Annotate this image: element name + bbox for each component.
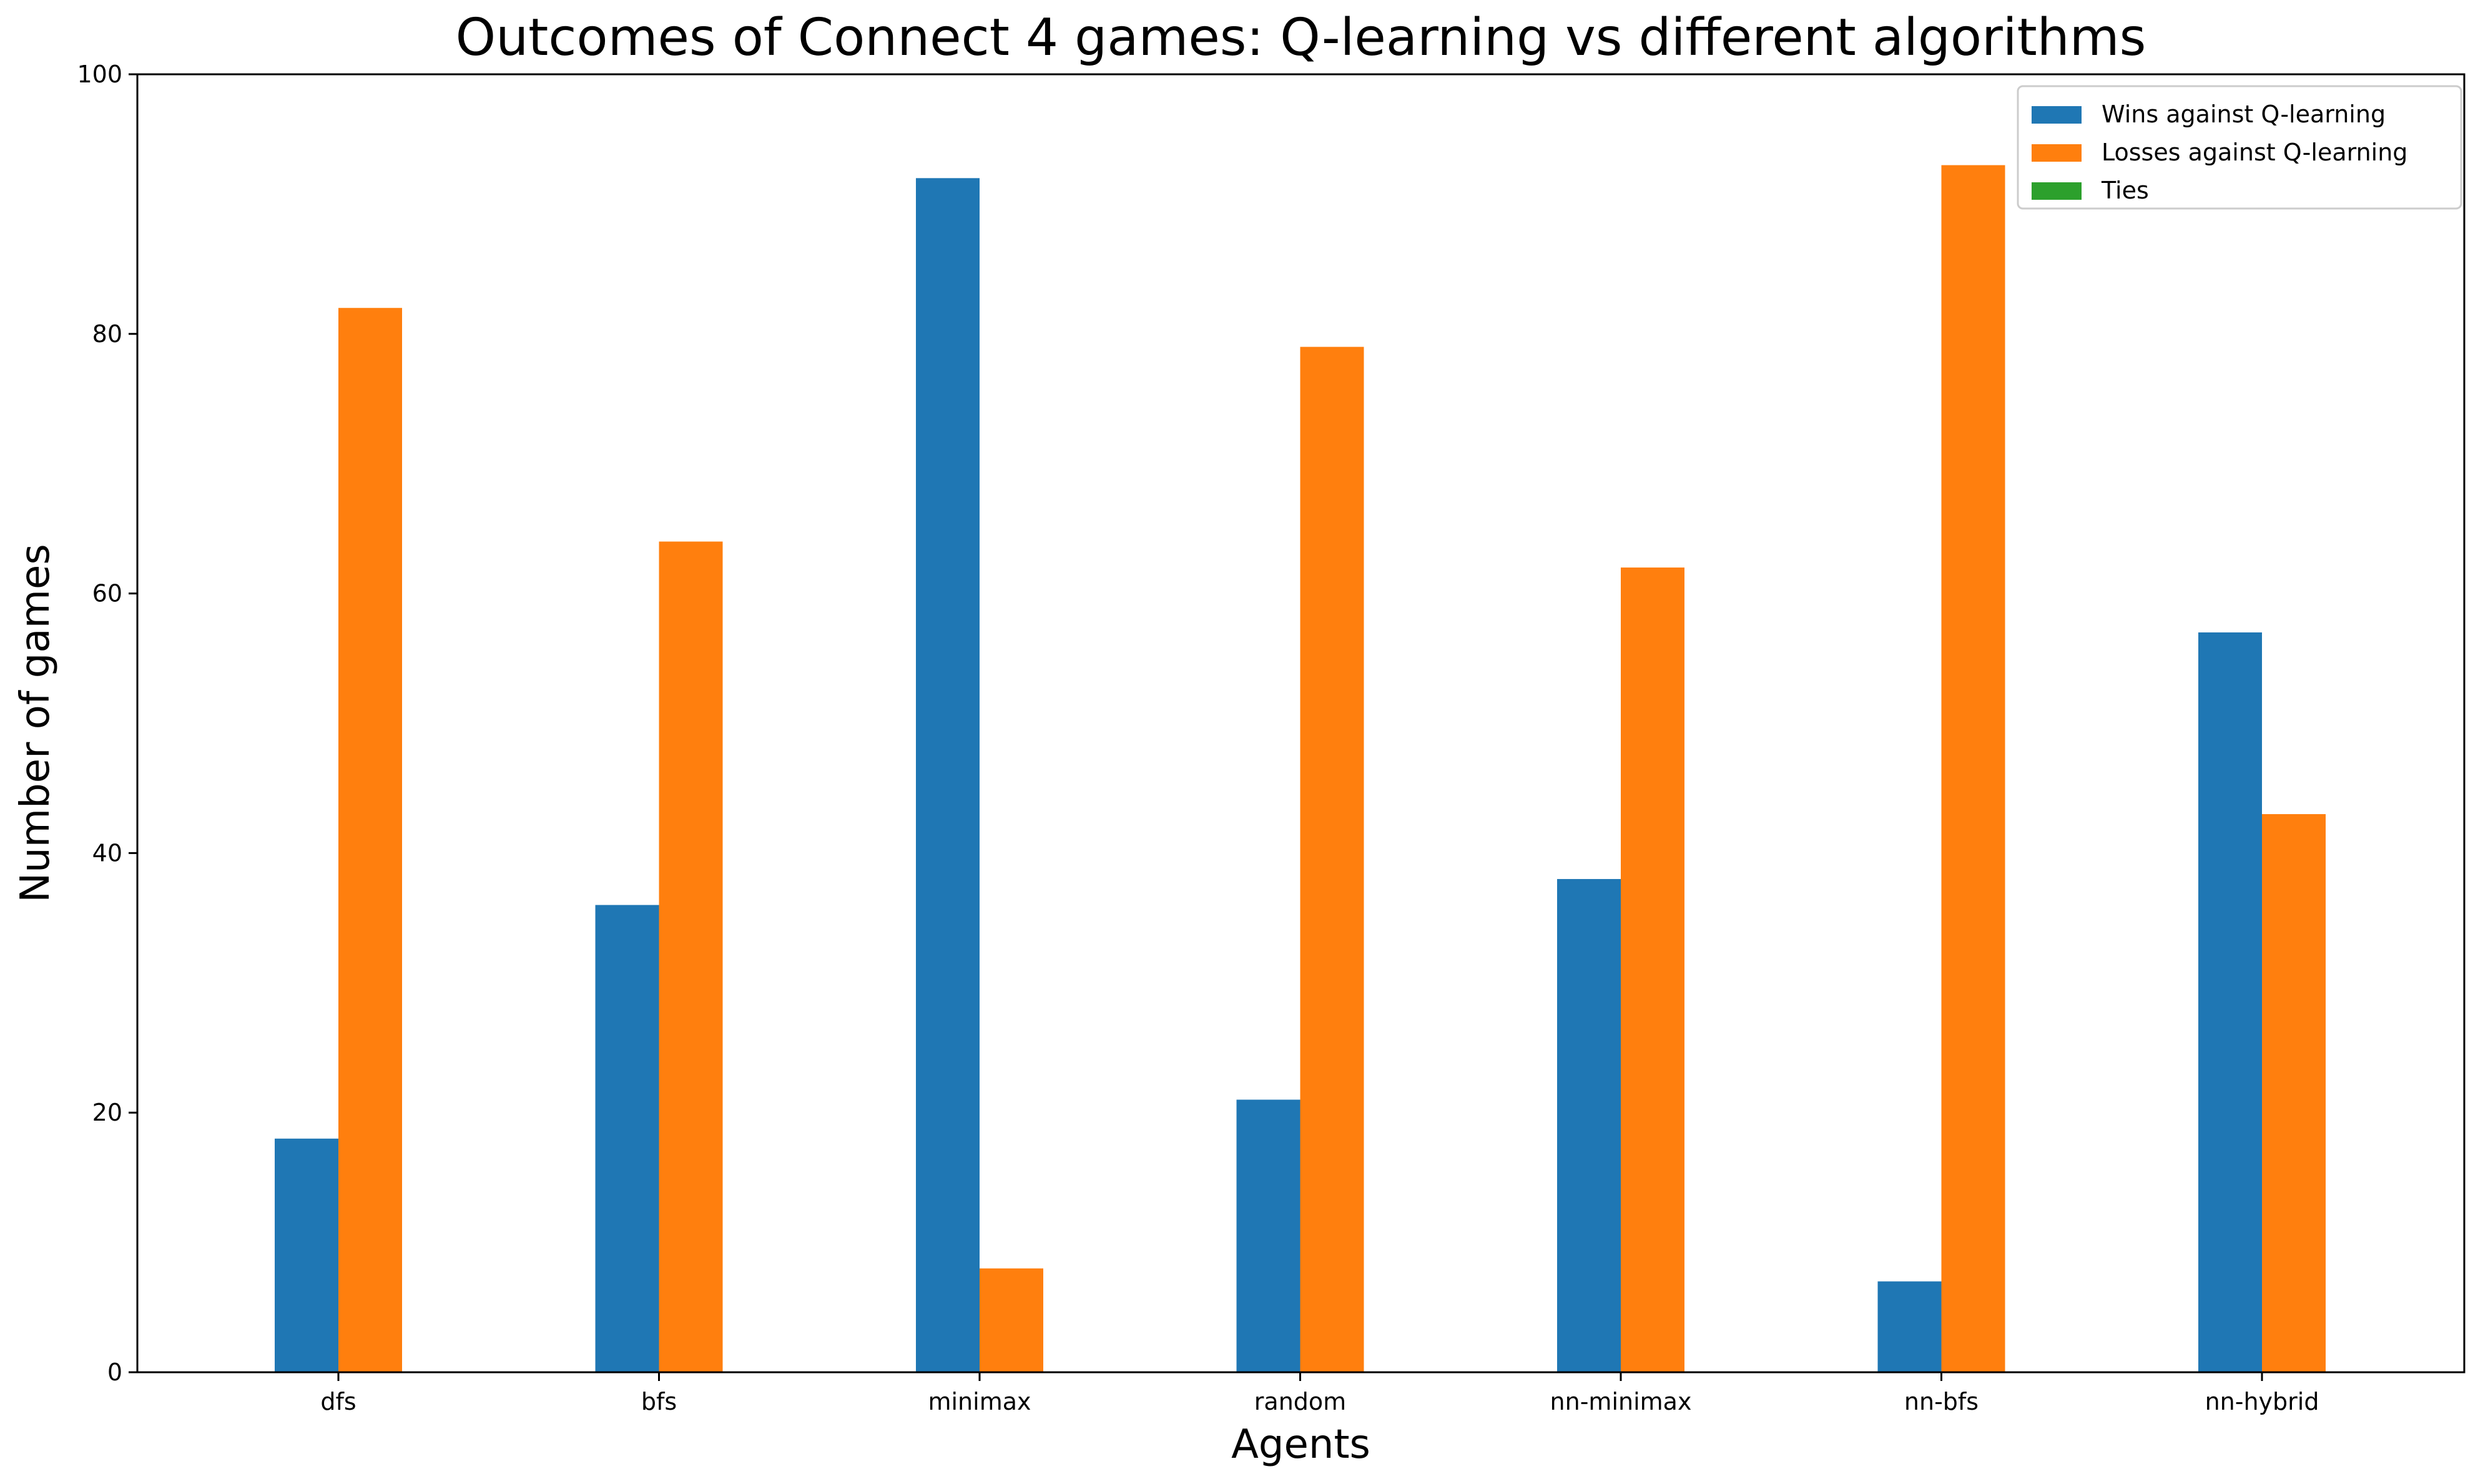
bar-random-losses-against-q-learning: [1300, 346, 1364, 1372]
y-tick-label: 40: [92, 839, 122, 867]
bar-bfs-losses-against-q-learning: [659, 541, 723, 1373]
y-tick-label: 80: [92, 320, 122, 348]
legend-label: Ties: [2101, 177, 2149, 204]
legend-box: [2017, 85, 2462, 210]
x-tick-label: nn-hybrid: [2205, 1388, 2319, 1415]
bar-minimax-losses-against-q-learning: [980, 1268, 1043, 1372]
bar-nn-bfs-wins-against-q-learning: [1877, 1281, 1942, 1372]
y-tick-label: 60: [92, 580, 122, 607]
axis-ticks: 0 20 40 60 80 100 dfs bfs minimax random nn-minima…: [77, 61, 2319, 1415]
bar-random-wins-against-q-learning: [1236, 1099, 1300, 1372]
bar-nn-hybrid-losses-against-q-learning: [2262, 814, 2326, 1372]
x-tick-label: random: [1254, 1388, 1346, 1415]
x-tick-label: dfs: [320, 1388, 356, 1415]
bar-minimax-wins-against-q-learning: [916, 178, 980, 1372]
bar-bfs-wins-against-q-learning: [595, 905, 659, 1372]
legend-swatch: [2032, 182, 2082, 200]
bar-nn-bfs-losses-against-q-learning: [1941, 165, 2005, 1372]
bar-nn-minimax-losses-against-q-learning: [1621, 568, 1684, 1372]
bar-dfs-wins-against-q-learning: [275, 1138, 338, 1372]
y-tick-label: 0: [107, 1359, 122, 1386]
bar-dfs-losses-against-q-learning: [338, 308, 402, 1373]
y-tick-label: 20: [92, 1099, 122, 1126]
y-tick-label: 100: [77, 61, 122, 88]
legend-label: Losses against Q-learning: [2102, 139, 2407, 166]
x-tick-label: nn-bfs: [1904, 1388, 1979, 1415]
legend-swatch: [2032, 106, 2082, 124]
bar-nn-minimax-wins-against-q-learning: [1557, 878, 1621, 1372]
x-tick-label: bfs: [641, 1388, 677, 1415]
bar-nn-hybrid-wins-against-q-learning: [2198, 632, 2262, 1372]
chart-title: Outcomes of Connect 4 games: Q-learning …: [456, 8, 2146, 67]
x-tick-label: minimax: [928, 1388, 1031, 1415]
legend-swatch: [2032, 144, 2082, 162]
bars: [275, 165, 2326, 1373]
legend: Wins against Q-learning Losses against Q-…: [2017, 85, 2462, 210]
plot-frame: [136, 73, 2466, 1373]
x-tick-label: nn-minimax: [1550, 1388, 1692, 1415]
y-axis-label: Number of games: [12, 544, 59, 902]
legend-label: Wins against Q-learning: [2102, 101, 2386, 128]
x-axis-label: Agents: [1231, 1422, 1370, 1468]
